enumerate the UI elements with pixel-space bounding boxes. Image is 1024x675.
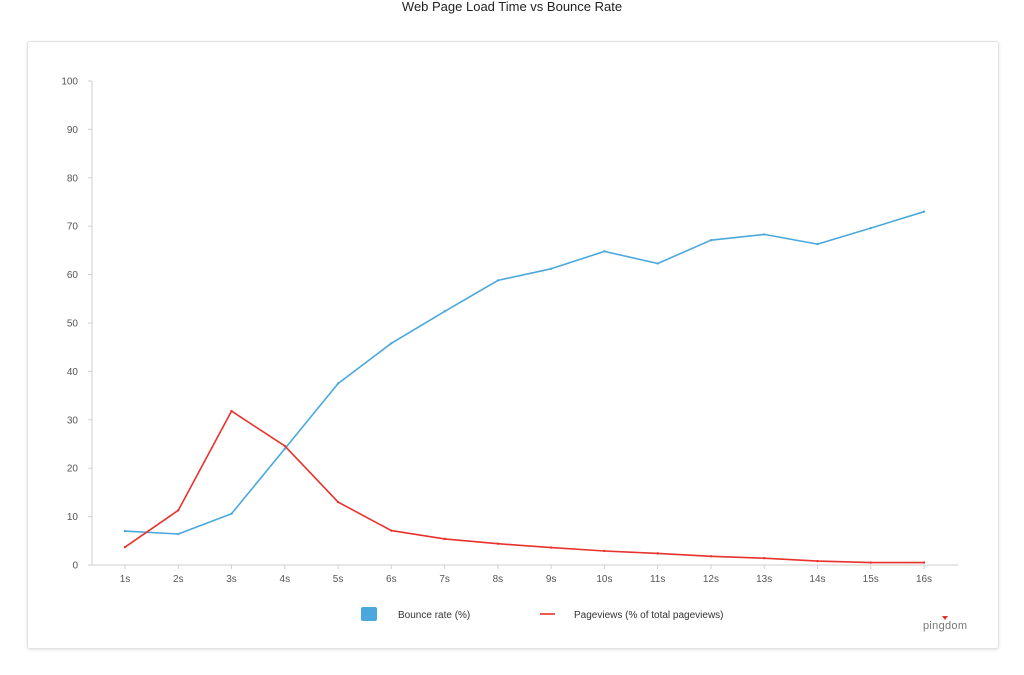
y-tick-label: 10 bbox=[67, 512, 79, 523]
chart-legend: Bounce rate (%) Pageviews (% of total pag… bbox=[361, 607, 724, 621]
data-point bbox=[336, 382, 340, 385]
y-tick-label: 40 bbox=[67, 367, 79, 378]
x-tick-label: 5s bbox=[333, 574, 344, 585]
data-point bbox=[869, 226, 872, 230]
x-tick-label: 16s bbox=[916, 574, 932, 585]
x-tick-label: 10s bbox=[596, 574, 612, 585]
data-point bbox=[283, 447, 286, 451]
data-point bbox=[709, 239, 713, 242]
chart-axes: 0 10 20 30 40 50 60 70 80 90 100 1s 2s 3s 4s 5s 6s 7s 8s 9s… bbox=[61, 77, 958, 585]
x-tick-label: 1s bbox=[120, 574, 131, 585]
data-point bbox=[549, 267, 553, 270]
x-tick-label: 6s bbox=[386, 574, 397, 585]
data-point bbox=[549, 546, 553, 549]
x-tick-label: 15s bbox=[863, 574, 879, 585]
x-tick-label: 2s bbox=[173, 574, 184, 585]
y-tick-label: 80 bbox=[67, 173, 79, 184]
x-tick-label: 9s bbox=[546, 574, 557, 585]
y-tick-label: 70 bbox=[67, 222, 79, 233]
y-tick-label: 0 bbox=[72, 561, 78, 572]
x-tick-label: 4s bbox=[280, 574, 291, 585]
data-point bbox=[390, 342, 393, 345]
data-point bbox=[656, 552, 659, 555]
data-point bbox=[230, 512, 233, 515]
chart-card bbox=[27, 41, 999, 649]
data-point bbox=[709, 555, 713, 558]
chart-series bbox=[123, 210, 926, 564]
data-point bbox=[656, 262, 659, 265]
data-point bbox=[123, 529, 127, 533]
logo-mark-icon bbox=[942, 616, 948, 620]
data-point bbox=[390, 529, 393, 532]
data-point bbox=[230, 409, 233, 413]
brand-logo: pingdom bbox=[923, 616, 967, 632]
data-point bbox=[336, 500, 340, 504]
data-point bbox=[922, 561, 926, 564]
x-tick-label: 14s bbox=[809, 574, 825, 585]
x-tick-label: 12s bbox=[703, 574, 719, 585]
data-point bbox=[443, 537, 446, 541]
data-point bbox=[283, 444, 286, 448]
y-tick-label: 100 bbox=[61, 77, 78, 88]
data-point bbox=[177, 509, 180, 512]
series-line-1 bbox=[124, 210, 925, 535]
legend-label-bounce-rate: Bounce rate (%) bbox=[398, 610, 470, 621]
data-point bbox=[869, 561, 872, 564]
y-tick-label: 30 bbox=[67, 415, 79, 426]
data-point bbox=[603, 250, 606, 253]
data-point bbox=[816, 559, 819, 563]
x-tick-label: 8s bbox=[493, 574, 504, 585]
data-point bbox=[496, 542, 500, 545]
data-point bbox=[603, 549, 606, 553]
y-tick-label: 60 bbox=[67, 270, 79, 281]
x-tick-label: 3s bbox=[226, 574, 237, 585]
data-point bbox=[816, 242, 819, 246]
data-point bbox=[443, 310, 446, 313]
series-line-2 bbox=[124, 410, 925, 564]
y-tick-label: 50 bbox=[67, 319, 79, 330]
data-point bbox=[763, 557, 766, 560]
x-tick-label: 11s bbox=[650, 574, 665, 585]
data-point bbox=[763, 233, 766, 236]
data-point bbox=[123, 545, 127, 549]
x-tick-label: 13s bbox=[756, 574, 772, 585]
legend-label-pageviews: Pageviews (% of total pageviews) bbox=[574, 610, 724, 621]
data-point bbox=[177, 532, 180, 536]
data-point bbox=[496, 279, 500, 282]
y-tick-label: 20 bbox=[67, 464, 79, 475]
data-point bbox=[922, 210, 926, 213]
logo-text: pingdom bbox=[923, 620, 967, 632]
y-tick-label: 90 bbox=[67, 125, 79, 136]
legend-marker-bounce-rate bbox=[361, 607, 377, 621]
chart-title: Web Page Load Time vs Bounce Rate bbox=[401, 0, 623, 14]
x-tick-label: 7s bbox=[439, 574, 450, 585]
